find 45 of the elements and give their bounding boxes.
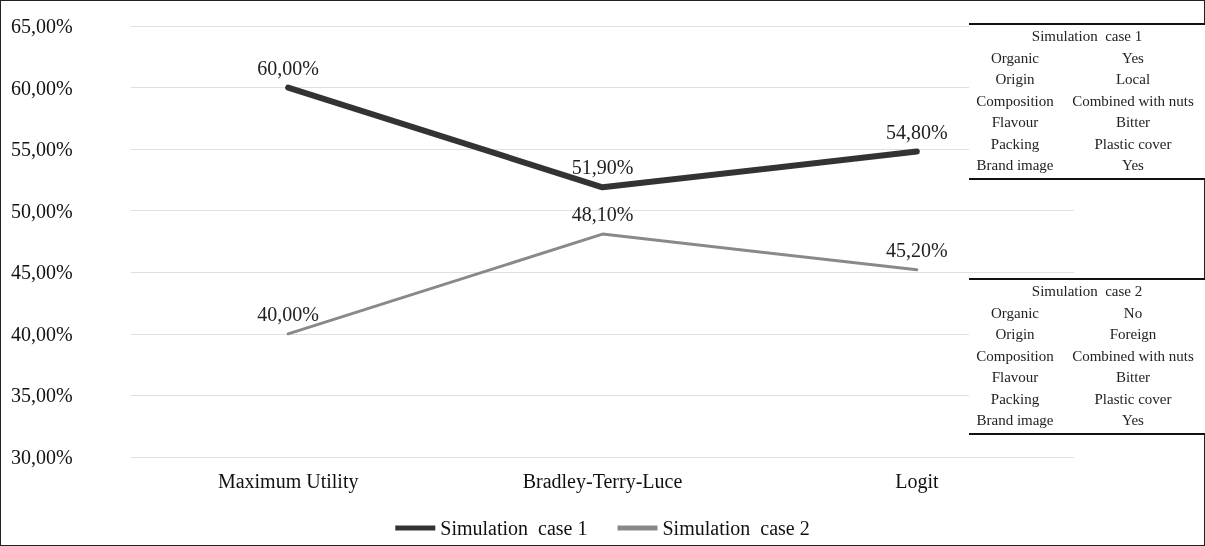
x-tick-label: Bradley-Terry-Luce — [522, 470, 683, 493]
y-tick-label: 30,00% — [11, 446, 73, 468]
text: Yes — [1122, 412, 1144, 428]
annotation: Combined with nuts — [1071, 91, 1195, 111]
y-tick-label: 65,00% — [11, 15, 73, 37]
text: Plastic cover — [1094, 135, 1172, 152]
annotation: Combined with nuts — [1071, 346, 1195, 366]
annotation: Brand image — [975, 156, 1055, 175]
data-label: 48,10% — [571, 203, 634, 226]
annotation: Flavour — [990, 368, 1040, 387]
annotation: Composition — [975, 91, 1055, 111]
text: No — [1123, 304, 1143, 321]
y-tick-label: 35,00% — [11, 384, 73, 407]
data-label: 51,90% — [571, 156, 634, 179]
legend-label: Simulation case 2 — [662, 517, 810, 539]
annotation: Packing — [989, 389, 1041, 409]
x-tick-label: Maximum Utility — [217, 470, 359, 493]
y-tick-label: 55,00% — [11, 138, 73, 161]
data-label: 54,80% — [886, 120, 948, 143]
text: Foreign — [1109, 326, 1157, 342]
data-label: 60,00% — [257, 56, 319, 79]
x-tick-label: Logit — [895, 470, 939, 493]
y-tick-label: 40,00% — [11, 322, 73, 345]
annotation: Simulation case 1 — [1030, 27, 1144, 46]
data-label: 45,20% — [886, 238, 948, 261]
text: Bitter — [1115, 369, 1151, 385]
annotation: Origin — [994, 325, 1036, 344]
annotation: Organic — [989, 48, 1040, 68]
text: Local — [1115, 71, 1151, 87]
annotation: Organic — [989, 303, 1040, 323]
annotation: Flavour — [990, 113, 1040, 132]
y-tick-label: 50,00% — [11, 199, 73, 222]
legend-label: Simulation case 1 — [440, 517, 588, 539]
annotation: Brand image — [975, 411, 1055, 430]
annotation: Origin — [994, 70, 1036, 89]
y-tick-label: 45,00% — [11, 261, 73, 284]
annotation: Composition — [975, 346, 1055, 366]
annotation: Packing — [989, 134, 1041, 154]
y-tick-label: 60,00% — [11, 76, 73, 99]
data-label: 40,00% — [257, 302, 319, 325]
text: Bitter — [1115, 114, 1151, 130]
text: Yes — [1122, 49, 1144, 66]
text: Plastic cover — [1094, 390, 1172, 407]
annotation: Simulation case 2 — [1030, 282, 1144, 301]
text: Yes — [1122, 157, 1144, 173]
